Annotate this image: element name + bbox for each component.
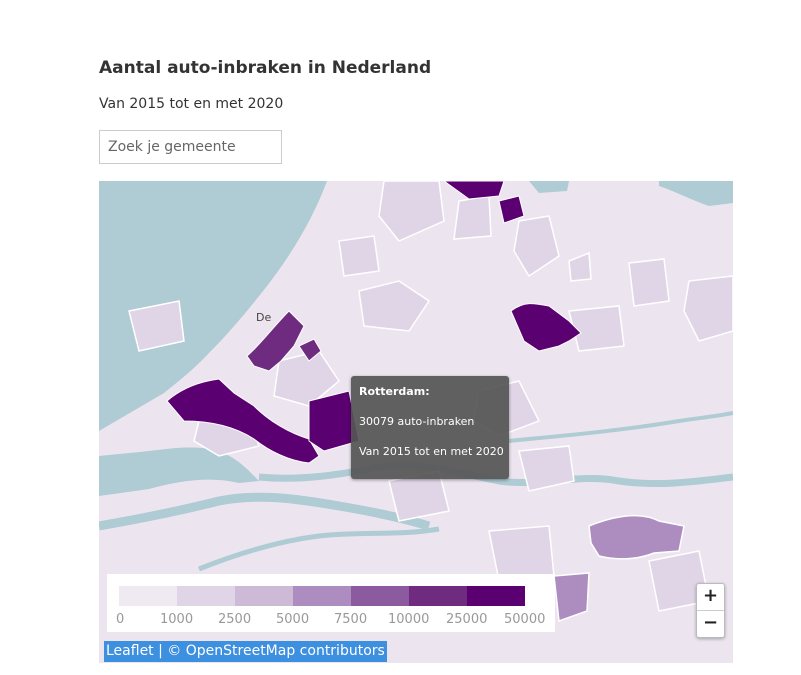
legend-label: 50000 [504,612,546,627]
zoom-out-button[interactable]: − [702,612,719,633]
tooltip-period: Van 2015 tot en met 2020 [359,445,504,458]
page-title: Aantal auto-inbraken in Nederland [99,58,432,78]
legend-label: 7500 [334,612,368,627]
legend-label: 10000 [388,612,430,627]
municipality-tooltip: Rotterdam: 30079 auto-inbraken Van 2015 … [351,376,509,479]
municipality-medium [553,514,685,623]
legend-swatch-1 [119,586,177,606]
river-oude-maas [198,526,440,572]
legend-label: 1000 [160,612,194,627]
municipality-search-input[interactable] [99,130,282,164]
legend-label: 5000 [276,612,310,627]
legend-swatch-7 [467,586,525,606]
river-nieuwe-maas [258,461,733,488]
legend-swatch-2 [177,586,235,606]
sea-area [99,181,327,431]
municipality-darkest [166,181,582,464]
legend-swatch-3 [235,586,293,606]
river-haringvliet [99,492,431,531]
zoom-control: + − [696,583,725,638]
attribution-separator: | © [153,643,186,659]
page-subtitle: Van 2015 tot en met 2020 [99,96,284,112]
choropleth-map[interactable]: De Rotterdam: 30079 auto-inbraken Van 20… [99,181,733,663]
tooltip-municipality-name: Rotterdam: [359,385,430,398]
lake-north [529,181,569,193]
municipality-dark [246,310,322,372]
sea-estuary [99,447,259,496]
legend-swatch-6 [409,586,467,606]
zoom-in-button[interactable]: + [697,584,724,611]
color-legend: 0 1000 2500 5000 7500 10000 25000 50000 [107,574,555,632]
place-label-delft: De [256,311,272,324]
map-attribution: Leaflet | © OpenStreetMap contributors [104,641,387,662]
map-layer[interactable] [99,181,733,663]
tooltip-count: 30079 auto-inbraken [359,415,475,428]
legend-label: 2500 [218,612,252,627]
osm-link[interactable]: OpenStreetMap contributors [185,643,385,659]
river-lek [508,411,733,443]
legend-label: 0 [116,612,125,627]
legend-label: 25000 [446,612,488,627]
lake-northeast [659,181,733,206]
leaflet-link[interactable]: Leaflet [106,643,154,659]
legend-swatch-5 [351,586,409,606]
legend-swatch-4 [293,586,351,606]
